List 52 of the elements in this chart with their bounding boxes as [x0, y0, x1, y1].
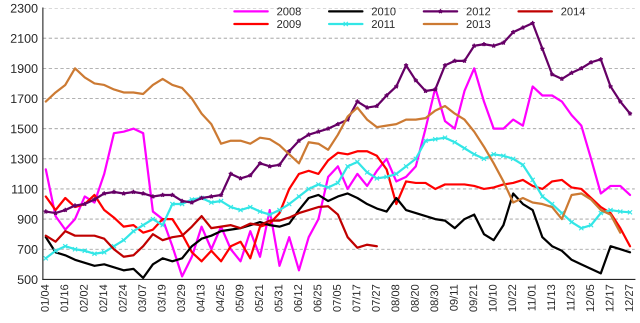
y-tick-label: 2300 [10, 4, 38, 13]
legend-label: 2011 [372, 20, 395, 28]
y-tick-label: 1700 [11, 94, 38, 104]
x-tick-label: 08/30 [430, 284, 438, 312]
x-tick-label: 09/21 [469, 284, 478, 312]
legend-label: 2008 [277, 8, 301, 16]
x-tick-label: 12/17 [605, 284, 614, 312]
line-series [44, 67, 632, 278]
line-series [44, 192, 632, 279]
x-tick-label: 11/13 [546, 284, 556, 310]
x-tick-label: 12/27 [624, 284, 633, 312]
x-tick-label: 02/14 [99, 284, 108, 312]
legend-label: 2009 [277, 20, 301, 28]
y-tick-label: 1900 [11, 64, 38, 74]
x-tick-label: 04/13 [196, 284, 205, 312]
y-tick-label: 1500 [11, 124, 38, 134]
x-tick-label: 10/10 [488, 284, 497, 312]
x-tick-label: 07/05 [332, 284, 341, 312]
x-tick-label: 05/31 [274, 284, 282, 312]
x-tick-label: 04/25 [216, 284, 224, 312]
legend-label: 2013 [466, 20, 490, 28]
legend-label: 2012 [466, 8, 490, 16]
x-tick-label: 01/16 [60, 284, 68, 312]
y-tick-label: 500 [18, 275, 38, 284]
x-tick-label: 11/01 [527, 284, 536, 310]
x-tick-label: 06/12 [294, 284, 302, 312]
x-tick-label: 08/08 [391, 284, 400, 312]
x-tick-label: 06/25 [313, 284, 322, 312]
legend-label: 2010 [372, 8, 396, 16]
y-tick-label: 900 [18, 214, 38, 224]
x-tick-label: 05/09 [235, 284, 244, 312]
y-tick-label: 1100 [12, 184, 38, 194]
x-tick-label: 03/29 [176, 284, 186, 312]
line-series [44, 205, 378, 258]
x-tick-label: 10/22 [508, 284, 516, 312]
x-tick-label: 08/20 [410, 284, 419, 312]
x-tick-label: 02/24 [118, 284, 127, 312]
y-tick-label: 700 [18, 245, 38, 254]
y-tick-label: 1300 [11, 154, 38, 164]
x-tick-label: 07/17 [352, 284, 360, 312]
x-tick-label: 03/19 [157, 284, 166, 312]
x-tick-label: 02/02 [80, 284, 88, 312]
x-tick-label: 09/11 [450, 284, 458, 311]
x-tick-label: 07/27 [372, 284, 380, 312]
x-tick-label: 03/07 [138, 284, 146, 312]
line-series [44, 67, 622, 234]
x-tick-label: 05/21 [254, 284, 263, 312]
x-tick-label: 11/23 [566, 284, 575, 310]
y-tick-label: 2100 [10, 34, 38, 43]
x-tick-label: 12/05 [586, 284, 594, 312]
x-tick-label: 01/04 [40, 284, 49, 312]
legend-label: 2014 [561, 8, 586, 16]
